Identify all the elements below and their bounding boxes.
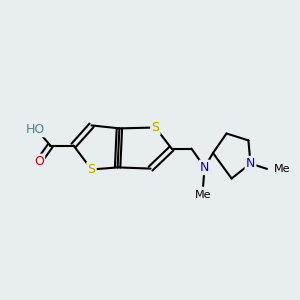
Text: HO: HO: [26, 123, 45, 136]
Text: S: S: [88, 163, 95, 176]
Text: S: S: [152, 121, 159, 134]
Text: N: N: [246, 157, 255, 170]
Text: Me: Me: [195, 190, 211, 200]
Text: Me: Me: [274, 164, 290, 174]
Text: O: O: [34, 155, 44, 168]
Text: N: N: [200, 161, 209, 174]
